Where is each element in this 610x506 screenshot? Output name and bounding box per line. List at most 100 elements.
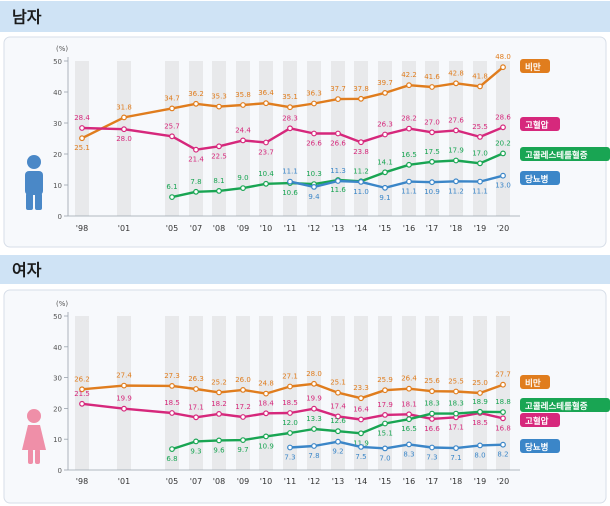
data-label: 17.1: [188, 403, 204, 411]
data-label: 24.8: [258, 380, 274, 388]
data-label: 18.8: [495, 398, 511, 406]
x-tick-label: '11: [284, 477, 296, 486]
data-point: [287, 444, 293, 451]
data-point: [263, 180, 269, 187]
legend-label-diabetes: 당뇨병: [525, 442, 548, 453]
data-label: 10.6: [282, 189, 298, 197]
y-unit-label: (%): [56, 300, 68, 308]
data-label: 7.5: [355, 453, 366, 461]
y-tick-label: 0: [58, 213, 62, 221]
y-tick-label: 50: [53, 313, 62, 321]
y-tick-label: 40: [53, 344, 62, 352]
data-point: [406, 441, 412, 448]
data-label: 35.1: [282, 93, 298, 101]
data-label: 37.7: [330, 85, 346, 93]
data-label: 7.3: [426, 454, 437, 462]
year-band: [212, 61, 226, 216]
x-tick-label: '14: [355, 477, 367, 486]
data-label: 26.4: [401, 375, 417, 383]
data-point: [453, 178, 459, 185]
data-label: 11.2: [353, 167, 369, 175]
data-label: 11.1: [472, 188, 488, 196]
data-point: [406, 385, 412, 392]
data-label: 36.2: [188, 90, 204, 98]
data-point: [193, 386, 199, 392]
x-tick-label: '07: [190, 224, 202, 233]
data-point: [79, 386, 85, 393]
data-label: 17.2: [235, 403, 251, 411]
data-point: [311, 130, 317, 137]
data-point: [500, 172, 506, 179]
data-label: 11.3: [330, 167, 346, 175]
data-point: [287, 383, 293, 390]
data-point: [429, 410, 435, 417]
data-point: [500, 415, 506, 422]
data-point: [406, 82, 412, 89]
data-label: 18.9: [472, 398, 488, 406]
data-label: 34.7: [164, 94, 180, 102]
x-tick-label: '98: [76, 224, 88, 233]
data-point: [193, 438, 199, 445]
data-point: [263, 100, 269, 107]
x-tick-label: '13: [332, 477, 344, 486]
data-label: 9.2: [332, 448, 343, 456]
data-point: [169, 410, 175, 416]
legend-label-obesity: 비만: [525, 62, 541, 73]
data-label: 42.8: [448, 69, 464, 77]
data-label: 7.8: [308, 452, 319, 460]
data-point: [429, 129, 435, 136]
legend-badge: [520, 413, 560, 427]
x-tick-label: '12: [308, 224, 320, 233]
x-tick-label: '08: [213, 224, 225, 233]
data-label: 8.2: [497, 451, 508, 459]
x-tick-label: '09: [237, 224, 249, 233]
section-header: [0, 255, 610, 284]
data-label: 10.9: [258, 442, 274, 450]
x-tick-label: '14: [355, 224, 367, 233]
data-point: [358, 95, 364, 102]
data-label: 22.5: [211, 152, 227, 160]
data-label: 18.4: [258, 399, 274, 407]
data-label: 28.3: [282, 114, 298, 122]
data-point: [287, 430, 293, 436]
data-label: 18.3: [424, 400, 440, 408]
data-point: [382, 412, 388, 418]
x-tick-label: '16: [403, 477, 415, 486]
legend-label-cholesterol: 고콜레스테롤혈증: [525, 150, 588, 161]
data-label: 12.6: [330, 417, 346, 425]
data-point: [79, 125, 85, 131]
data-label: 25.2: [211, 378, 227, 386]
data-point: [335, 438, 341, 445]
data-point: [193, 414, 199, 421]
data-label: 7.0: [379, 454, 390, 462]
x-tick-label: '10: [260, 477, 272, 486]
data-point: [358, 139, 364, 146]
data-label: 26.2: [74, 375, 90, 383]
data-label: 26.3: [188, 375, 204, 383]
data-label: 9.1: [379, 194, 390, 202]
year-band: [117, 316, 131, 470]
data-point: [358, 444, 364, 450]
data-point: [240, 102, 246, 108]
data-point: [429, 416, 435, 422]
series-obesity: 25.1 31.8 34.7 36.2 35.3 35.8 36.4 35.1 36.3 37.7…: [74, 53, 550, 152]
data-label: 25.7: [164, 122, 180, 130]
y-tick-label: 0: [58, 467, 62, 475]
legend-label-diabetes: 당뇨병: [525, 174, 548, 185]
data-label: 16.8: [495, 424, 511, 432]
x-tick-label: '10: [260, 224, 272, 233]
chart-panel-female: 여자 (%) 0 10 20 30 40 50 '98 '01 '05 '07 '08 '09 '10 '11…: [0, 255, 610, 504]
data-point: [121, 126, 127, 133]
section-title: 남자: [12, 8, 42, 27]
female-person-icon: [22, 409, 46, 464]
data-point: [79, 135, 85, 142]
series-hypertension: 28.4 28.0 25.7 21.4 22.5 24.4 23.7 28.3 26.6 26.6…: [74, 113, 560, 164]
data-label: 28.0: [116, 135, 132, 143]
data-point: [287, 178, 293, 185]
year-band: [259, 61, 273, 216]
data-label: 23.7: [258, 149, 274, 157]
data-label: 17.5: [424, 148, 440, 156]
data-label: 12.0: [282, 419, 298, 427]
data-label: 17.1: [448, 423, 464, 431]
data-point: [453, 445, 459, 452]
